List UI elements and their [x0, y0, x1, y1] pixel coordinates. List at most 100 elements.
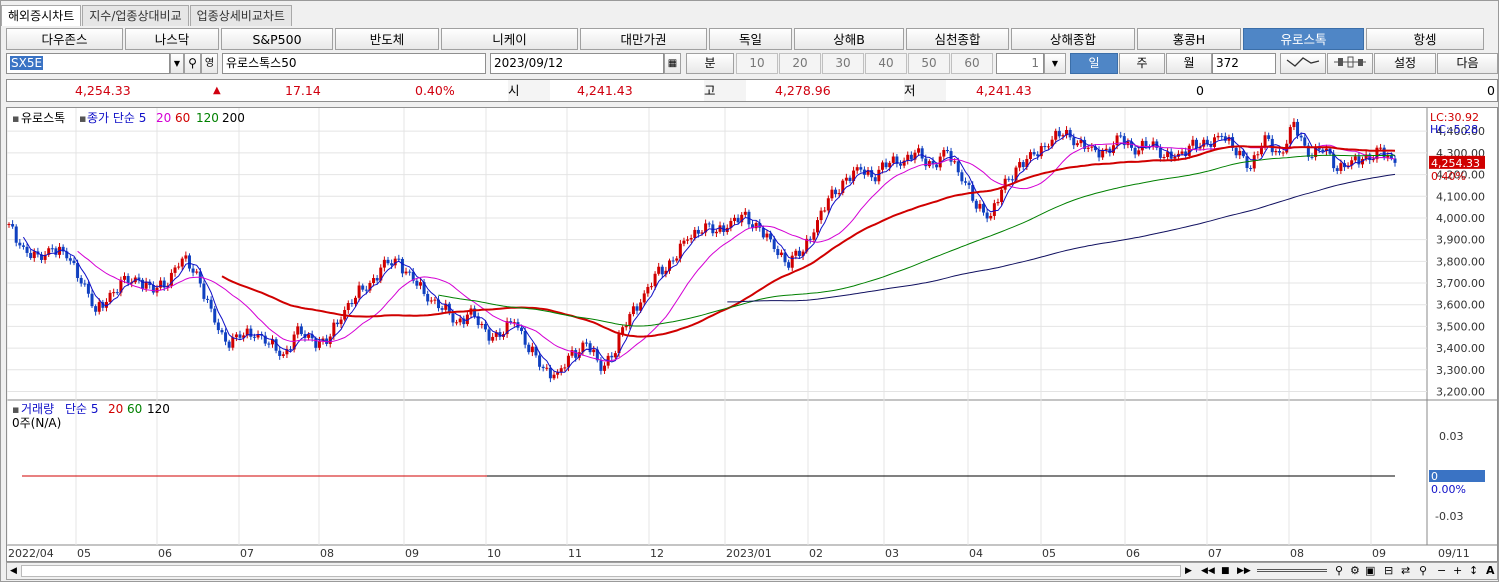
- tab-overseas-chart[interactable]: 해외증시차트: [1, 5, 82, 26]
- tab-index-compare[interactable]: 지수/업종상대비교: [82, 5, 189, 26]
- settings-button[interactable]: 설정: [1374, 53, 1436, 74]
- chart-area[interactable]: 4,400.00 4,300.00 4,200.00 4,100.00 4,000.00…: [6, 107, 1498, 562]
- index-button-nasdaq[interactable]: 나스닥: [125, 28, 219, 50]
- index-button-shanghai[interactable]: 상해종합: [1011, 28, 1135, 50]
- legend-ma60: 60: [175, 111, 190, 125]
- x-tick-label: 06: [158, 547, 172, 560]
- period-60-button[interactable]: 60: [951, 53, 993, 74]
- step-back-icon[interactable]: ◀◀: [1201, 566, 1215, 576]
- candle-body: [368, 282, 372, 291]
- code-combo[interactable]: SX5E: [6, 53, 170, 74]
- zoom-out-icon[interactable]: −: [1437, 564, 1447, 577]
- candle-body: [783, 252, 787, 263]
- search-zoom-icon[interactable]: ⚲: [1419, 564, 1428, 577]
- candle-body: [1259, 145, 1263, 155]
- candle-body: [400, 258, 404, 274]
- period-10-button[interactable]: 10: [736, 53, 778, 74]
- vol-legend-bullet: ▪: [12, 403, 19, 416]
- index-button-semiconductor[interactable]: 반도체: [335, 28, 439, 50]
- candle-body: [361, 285, 365, 290]
- candle-body: [595, 349, 599, 361]
- scroll-track[interactable]: [21, 565, 1181, 577]
- index-button-sp500[interactable]: S&P500: [221, 28, 333, 50]
- search-icon[interactable]: ⚲: [184, 53, 201, 74]
- candle-body: [653, 273, 657, 287]
- bar-count-field[interactable]: 372: [1212, 53, 1276, 74]
- index-button-shenzhen[interactable]: 심천종합: [906, 28, 1009, 50]
- candle-body: [974, 200, 978, 209]
- print-icon[interactable]: ▣: [1365, 564, 1376, 577]
- candle-body: [704, 223, 708, 233]
- candle-body: [498, 332, 502, 337]
- candle-body: [1018, 162, 1022, 168]
- period-50-button[interactable]: 50: [908, 53, 950, 74]
- candle-body: [491, 336, 495, 341]
- zoom-icon[interactable]: ⚲: [1335, 564, 1344, 577]
- tab-sector-compare[interactable]: 업종상세비교차트: [189, 5, 292, 26]
- line-chart-icon[interactable]: [1280, 53, 1326, 74]
- fast-forward-icon[interactable]: ▶▶: [1237, 566, 1251, 576]
- candle-body: [54, 248, 58, 255]
- day-button[interactable]: 일: [1070, 53, 1118, 74]
- date-field[interactable]: 2023/09/12: [490, 53, 664, 74]
- calendar-icon[interactable]: ▦: [664, 53, 681, 74]
- chart-svg[interactable]: 4,400.004,300.004,200.004,100.004,000.00…: [7, 108, 1497, 561]
- candle-body: [541, 366, 545, 369]
- month-button[interactable]: 월: [1166, 53, 1212, 74]
- stop-icon[interactable]: ■: [1221, 566, 1230, 576]
- scroll-left-icon[interactable]: ◀: [10, 566, 17, 576]
- index-button-taiwan[interactable]: 대만가권: [580, 28, 707, 50]
- index-button-hangseng[interactable]: 항셍: [1366, 28, 1484, 50]
- gear-icon[interactable]: ⚙: [1350, 564, 1360, 577]
- index-button-eurostoxx[interactable]: 유로스톡: [1243, 28, 1364, 50]
- candle-body: [180, 258, 184, 267]
- vol-empty-label: 0주(N/A): [12, 416, 61, 430]
- candle-body: [169, 272, 173, 286]
- index-button-nikkei[interactable]: 니케이: [441, 28, 578, 50]
- candle-body: [227, 341, 231, 348]
- period-40-button[interactable]: 40: [865, 53, 907, 74]
- minute-button[interactable]: 분: [686, 53, 734, 74]
- horizontal-scrollbar[interactable]: ◀ ▶ ◀◀ ■ ▶▶ ⚲ ⚙ ▣ ⊟ ⇄ ⚲ − + ↕ A: [6, 562, 1498, 580]
- week-button[interactable]: 주: [1119, 53, 1165, 74]
- scale-icon[interactable]: ⇄: [1401, 564, 1411, 577]
- candle-body: [307, 334, 311, 338]
- candle-body: [1036, 154, 1040, 157]
- candle-body: [751, 224, 755, 229]
- code-dropdown-icon[interactable]: ▼: [170, 53, 184, 74]
- zoom-in-icon[interactable]: +: [1453, 564, 1463, 577]
- restore-icon[interactable]: ⊟: [1384, 564, 1394, 577]
- candle-body: [458, 318, 462, 323]
- candle-body: [603, 365, 607, 371]
- candle-body: [599, 360, 603, 371]
- candle-body: [639, 302, 643, 311]
- count-field[interactable]: 1: [996, 53, 1044, 74]
- candle-body: [97, 302, 101, 312]
- candle-body: [956, 161, 960, 173]
- index-button-hongkong-h[interactable]: 홍콩H: [1137, 28, 1241, 50]
- next-button[interactable]: 다음: [1437, 53, 1498, 74]
- favorite-icon[interactable]: 영: [201, 53, 218, 74]
- index-button-shanghai-b[interactable]: 상해B: [794, 28, 904, 50]
- candle-body: [1263, 135, 1267, 146]
- collapse-icon[interactable]: ↕: [1469, 564, 1479, 577]
- index-button-bar: 다우존스 나스닥 S&P500 반도체 니케이 대만가권 독일 상해B 심천종합…: [6, 28, 1486, 51]
- candle-body: [1299, 135, 1303, 138]
- candle-body: [1393, 158, 1397, 163]
- text-size-icon[interactable]: A: [1486, 564, 1495, 577]
- scroll-right-icon[interactable]: ▶: [1185, 566, 1192, 576]
- candle-body: [1187, 145, 1191, 156]
- candle-chart-icon[interactable]: [1327, 53, 1373, 74]
- index-button-dow[interactable]: 다우존스: [6, 28, 123, 50]
- period-30-button[interactable]: 30: [822, 53, 864, 74]
- period-20-button[interactable]: 20: [779, 53, 821, 74]
- candle-body: [1093, 146, 1097, 151]
- count-dropdown-icon[interactable]: ▼: [1044, 53, 1066, 74]
- candle-body: [548, 367, 552, 379]
- index-button-germany[interactable]: 독일: [709, 28, 792, 50]
- zoom-slider[interactable]: [1257, 569, 1327, 572]
- candle-body: [1306, 145, 1310, 157]
- candle-body: [191, 268, 195, 273]
- low-value: 4,241.43: [976, 83, 1032, 98]
- candle-body: [1231, 137, 1235, 148]
